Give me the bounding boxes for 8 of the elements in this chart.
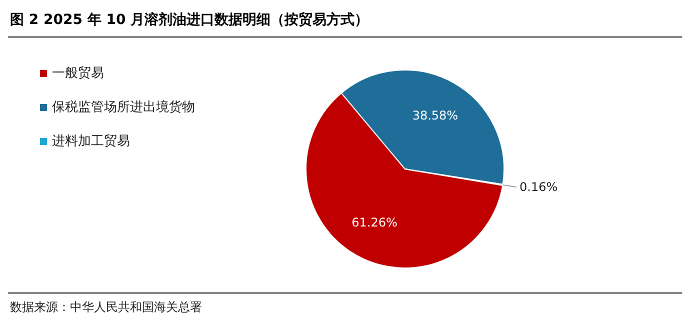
- legend-label: 保税监管场所进出境货物: [52, 99, 195, 115]
- data-label: 0.16%: [520, 180, 558, 194]
- source-note: 数据来源：中华人民共和国海关总署: [10, 300, 202, 314]
- legend-label: 一般贸易: [52, 66, 104, 81]
- chart-title: 图 2 2025 年 10 月溶剂油进口数据明细（按贸易方式）: [10, 11, 369, 28]
- data-label: 61.26%: [352, 215, 398, 230]
- legend-label: 进料加工贸易: [52, 134, 130, 149]
- data-label: 38.58%: [412, 108, 458, 123]
